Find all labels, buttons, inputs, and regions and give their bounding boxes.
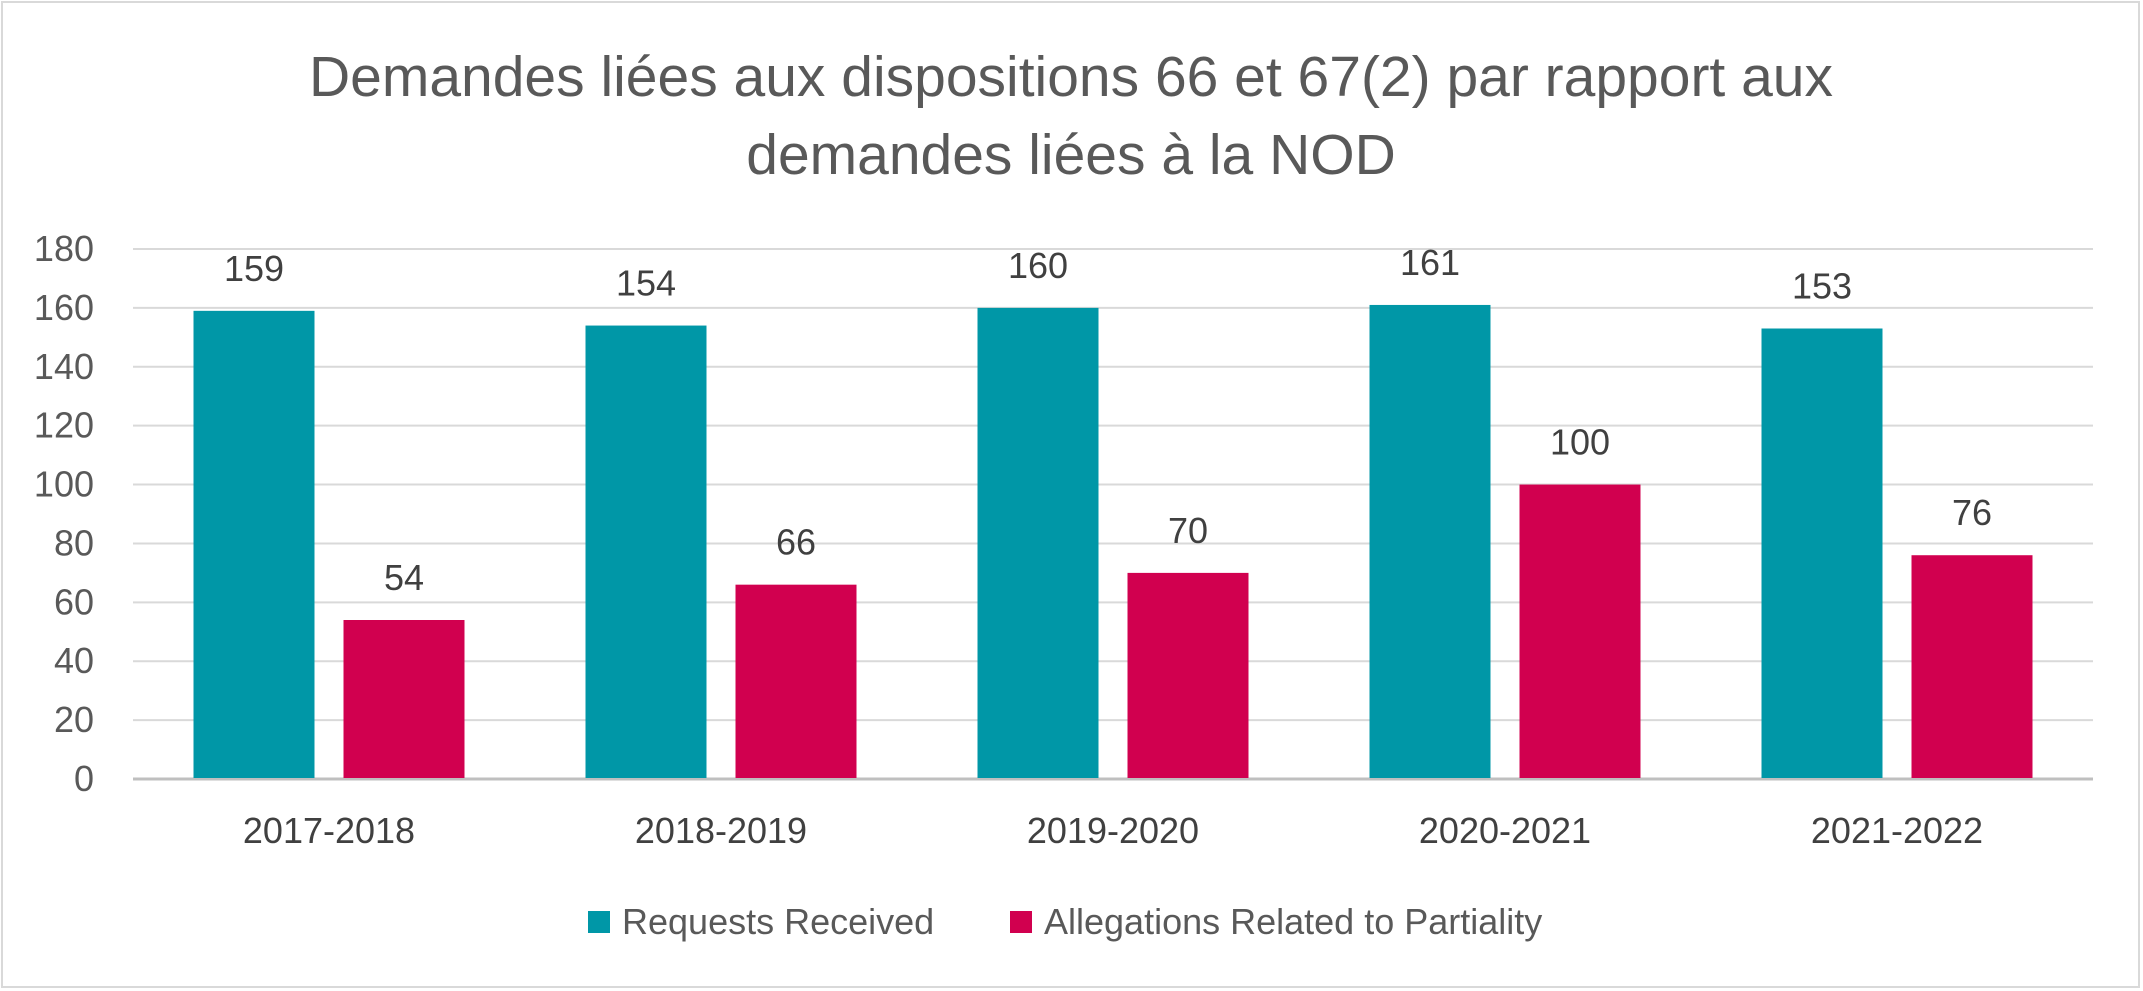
y-tick-label: 180 — [34, 228, 94, 269]
data-label: 54 — [384, 557, 424, 598]
legend-swatch — [1010, 911, 1032, 933]
chart-title-line-1: Demandes liées aux dispositions 66 et 67… — [309, 45, 1833, 109]
y-tick-label: 120 — [34, 405, 94, 446]
data-label: 153 — [1792, 266, 1852, 307]
y-tick-label: 80 — [54, 522, 94, 563]
legend-label: Requests Received — [622, 901, 934, 942]
data-label: 66 — [776, 522, 816, 563]
bars — [193, 304, 2033, 778]
bar-allegations-2021-2022 — [1911, 555, 2033, 778]
x-tick-label: 2021-2022 — [1811, 810, 1983, 851]
legend-swatch — [588, 911, 610, 933]
bar-requests-2020-2021 — [1369, 304, 1491, 778]
legend-label: Allegations Related to Partiality — [1044, 901, 1542, 942]
bar-requests-2019-2020 — [977, 307, 1099, 778]
bar-allegations-2017-2018 — [343, 620, 465, 778]
bar-allegations-2019-2020 — [1127, 572, 1249, 778]
y-tick-label: 100 — [34, 464, 94, 505]
chart-title-line-2: demandes liées à la NOD — [746, 123, 1396, 187]
bar-requests-2017-2018 — [193, 310, 315, 778]
legend: Requests Received Allegations Related to … — [588, 901, 1542, 942]
x-axis-categories: 2017-2018 2018-2019 2019-2020 2020-2021 2021… — [243, 810, 1983, 851]
data-label: 160 — [1008, 245, 1068, 286]
y-tick-label: 60 — [54, 581, 94, 622]
x-tick-label: 2018-2019 — [635, 810, 807, 851]
bar-allegations-2018-2019 — [735, 584, 857, 778]
x-tick-label: 2017-2018 — [243, 810, 415, 851]
data-labels: 159 54 154 66 160 70 161 100 153 76 — [224, 242, 1992, 598]
y-tick-label: 140 — [34, 346, 94, 387]
data-label: 154 — [616, 263, 676, 304]
y-tick-label: 160 — [34, 287, 94, 328]
data-label: 70 — [1168, 510, 1208, 551]
data-label: 100 — [1550, 422, 1610, 463]
x-tick-label: 2020-2021 — [1419, 810, 1591, 851]
data-label: 159 — [224, 248, 284, 289]
y-tick-label: 20 — [54, 699, 94, 740]
bar-requests-2021-2022 — [1761, 328, 1883, 778]
data-label: 161 — [1400, 242, 1460, 283]
y-tick-label: 40 — [54, 640, 94, 681]
x-tick-label: 2019-2020 — [1027, 810, 1199, 851]
chart-title: Demandes liées aux dispositions 66 et 67… — [309, 45, 1833, 187]
bar-allegations-2020-2021 — [1519, 484, 1641, 778]
bar-requests-2018-2019 — [585, 325, 707, 778]
data-label: 76 — [1952, 492, 1992, 533]
y-tick-label: 0 — [74, 758, 94, 799]
y-axis-ticks: 0 20 40 60 80 100 120 140 160 180 — [34, 228, 94, 799]
